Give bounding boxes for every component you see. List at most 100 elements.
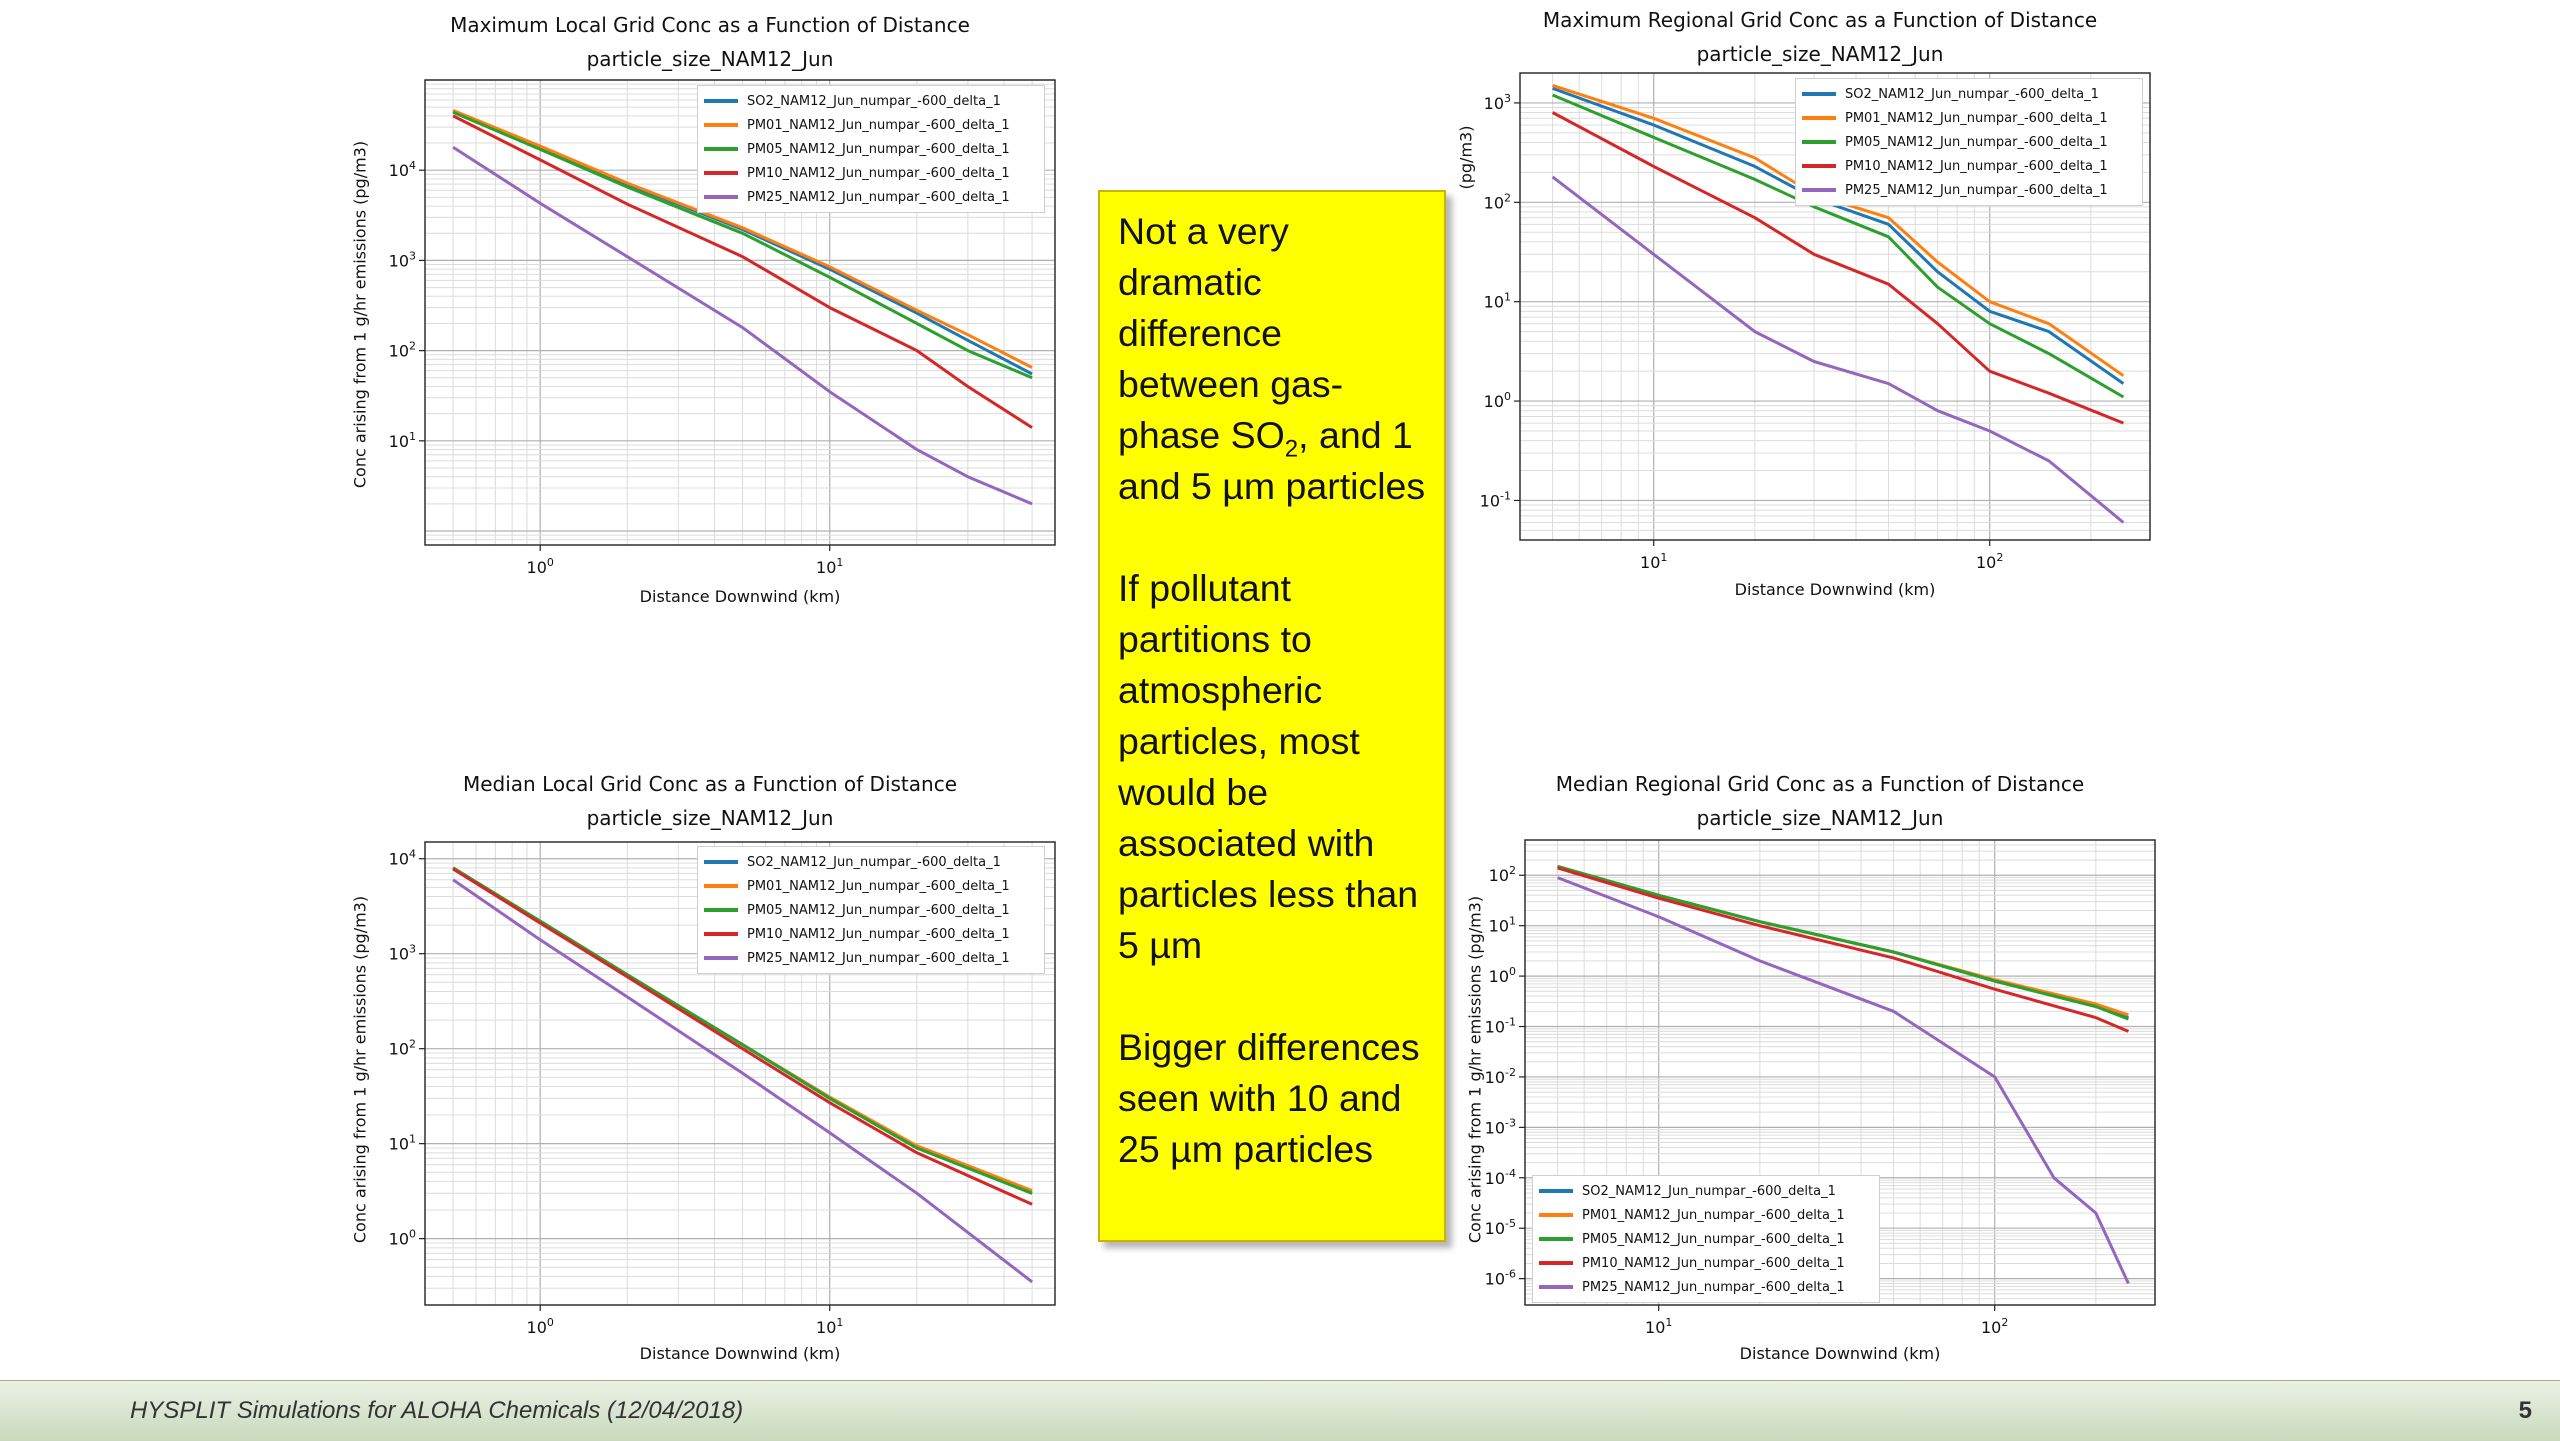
legend-label: PM01_NAM12_Jun_numpar_-600_delta_1 <box>1582 1207 1845 1223</box>
series-line <box>452 114 1033 429</box>
legend-item: PM25_NAM12_Jun_numpar_-600_delta_1 <box>1539 1275 1873 1299</box>
gridlines <box>1519 72 2151 541</box>
y-tick-label: 103 <box>389 249 416 270</box>
chart-title: Maximum Local Grid Conc as a Function of… <box>450 13 970 37</box>
series-line <box>1552 93 2125 399</box>
legend-swatch <box>704 932 738 936</box>
legend-label: SO2_NAM12_Jun_numpar_-600_delta_1 <box>1845 86 2099 102</box>
x-tick-label: 101 <box>1645 1316 1672 1337</box>
x-axis-label: Distance Downwind (km) <box>1734 580 1936 599</box>
legend-item: PM10_NAM12_Jun_numpar_-600_delta_1 <box>1802 154 2136 178</box>
y-tick-label: 10-4 <box>1485 1167 1516 1188</box>
y-tick-label: 104 <box>389 848 416 869</box>
legend-swatch <box>704 171 738 175</box>
legend-swatch <box>1802 188 1836 192</box>
legend-item: PM10_NAM12_Jun_numpar_-600_delta_1 <box>704 922 1038 946</box>
legend-label: SO2_NAM12_Jun_numpar_-600_delta_1 <box>747 93 1001 109</box>
x-tick-label: 101 <box>816 556 843 577</box>
legend-swatch <box>1539 1237 1573 1241</box>
legend-label: SO2_NAM12_Jun_numpar_-600_delta_1 <box>747 854 1001 870</box>
note-paragraph-2: If pollutant partitions to atmospheric p… <box>1118 567 1419 966</box>
chart-median-local: Median Local Grid Conc as a Function of … <box>330 770 1090 1390</box>
chart-title: Median Local Grid Conc as a Function of … <box>462 772 957 796</box>
series-line <box>452 878 1034 1284</box>
x-axis-label: Distance Downwind (km) <box>639 587 841 606</box>
y-tick-label: 10-3 <box>1485 1116 1516 1137</box>
y-tick-label: 10-1 <box>1480 489 1511 510</box>
footer-text: HYSPLIT Simulations for ALOHA Chemicals … <box>130 1397 744 1424</box>
legend-label: PM01_NAM12_Jun_numpar_-600_delta_1 <box>747 878 1010 894</box>
chart-title: Median Regional Grid Conc as a Function … <box>1555 772 2085 796</box>
series-line <box>452 867 1033 1206</box>
legend-label: PM05_NAM12_Jun_numpar_-600_delta_1 <box>747 902 1010 918</box>
chart-subtitle: particle_size_NAM12_Jun <box>1696 42 1944 66</box>
callout-note: Not a very dramatic difference between g… <box>1098 190 1446 1242</box>
legend-item: PM25_NAM12_Jun_numpar_-600_delta_1 <box>1802 178 2136 202</box>
y-tick-label: 103 <box>389 943 416 964</box>
legend-swatch <box>704 99 738 103</box>
y-tick-label: 10-1 <box>1485 1016 1516 1037</box>
series-line <box>1552 83 2125 377</box>
x-axis-label: Distance Downwind (km) <box>1739 1344 1941 1363</box>
legend-item: PM01_NAM12_Jun_numpar_-600_delta_1 <box>704 113 1038 137</box>
chart-subtitle: particle_size_NAM12_Jun <box>586 47 834 71</box>
legend-item: PM05_NAM12_Jun_numpar_-600_delta_1 <box>1802 130 2136 154</box>
y-tick-label: 10-5 <box>1485 1217 1516 1238</box>
y-tick-label: 102 <box>1484 191 1511 212</box>
axes-frame <box>1519 72 2151 541</box>
legend-item: SO2_NAM12_Jun_numpar_-600_delta_1 <box>1539 1179 1873 1203</box>
legend-swatch <box>704 908 738 912</box>
chart-subtitle: particle_size_NAM12_Jun <box>586 806 834 830</box>
y-tick-label: 102 <box>1489 864 1516 885</box>
chart-median-regional: Median Regional Grid Conc as a Function … <box>1440 770 2200 1390</box>
slide-footer: HYSPLIT Simulations for ALOHA Chemicals … <box>0 1380 2560 1441</box>
series-line <box>452 145 1033 506</box>
y-axis-label: (pg/m3) <box>1456 125 1476 190</box>
y-tick-label: 101 <box>1484 291 1511 312</box>
plot-area: 101 102 10-1 100 101 102 103 <box>1480 72 2151 572</box>
legend-swatch <box>1802 116 1836 120</box>
legend-item: PM10_NAM12_Jun_numpar_-600_delta_1 <box>1539 1251 1873 1275</box>
legend-label: PM10_NAM12_Jun_numpar_-600_delta_1 <box>1845 158 2108 174</box>
chart-title: Maximum Regional Grid Conc as a Function… <box>1542 8 2098 32</box>
legend-label: PM25_NAM12_Jun_numpar_-600_delta_1 <box>1845 182 2108 198</box>
chart-max-local: Maximum Local Grid Conc as a Function of… <box>330 5 1090 625</box>
legend-item: PM01_NAM12_Jun_numpar_-600_delta_1 <box>1539 1203 1873 1227</box>
legend-item: PM05_NAM12_Jun_numpar_-600_delta_1 <box>704 898 1038 922</box>
y-axis-label: Conc arising from 1 g/hr emissions (pg/m… <box>1465 895 1485 1244</box>
legend-swatch <box>704 956 738 960</box>
x-tick-label: 101 <box>816 1316 843 1337</box>
y-tick-label: 100 <box>1484 390 1511 411</box>
y-tick-label: 103 <box>1484 92 1511 113</box>
legend-label: PM10_NAM12_Jun_numpar_-600_delta_1 <box>1582 1255 1845 1271</box>
series-line <box>1557 866 2129 1033</box>
series-line <box>452 110 1033 380</box>
y-tick-label: 102 <box>389 340 416 361</box>
axes-frame <box>1524 839 2156 1306</box>
y-axis-label: Conc arising from 1 g/hr emissions (pg/m… <box>350 895 370 1244</box>
legend-item: SO2_NAM12_Jun_numpar_-600_delta_1 <box>704 89 1038 113</box>
legend-label: PM10_NAM12_Jun_numpar_-600_delta_1 <box>747 165 1010 181</box>
y-axis-label: Conc arising from 1 g/hr emissions (pg/m… <box>350 140 370 489</box>
legend-label: PM10_NAM12_Jun_numpar_-600_delta_1 <box>747 926 1010 942</box>
legend-item: PM05_NAM12_Jun_numpar_-600_delta_1 <box>1539 1227 1873 1251</box>
legend-item: SO2_NAM12_Jun_numpar_-600_delta_1 <box>704 850 1038 874</box>
legend-label: PM25_NAM12_Jun_numpar_-600_delta_1 <box>747 950 1010 966</box>
x-tick-label: 100 <box>527 1316 554 1337</box>
legend: SO2_NAM12_Jun_numpar_-600_delta_1 PM01_NA… <box>1795 78 2143 206</box>
note-paragraph-1: Not a very dramatic difference between g… <box>1118 210 1426 507</box>
series-line <box>1557 876 2130 1285</box>
legend-swatch <box>704 147 738 151</box>
legend-label: PM05_NAM12_Jun_numpar_-600_delta_1 <box>1582 1231 1845 1247</box>
series-line <box>1551 175 2125 524</box>
legend-label: PM25_NAM12_Jun_numpar_-600_delta_1 <box>1582 1279 1845 1295</box>
series-line <box>1557 864 2129 1021</box>
legend-swatch <box>1802 92 1836 96</box>
legend: SO2_NAM12_Jun_numpar_-600_delta_1 PM01_NA… <box>1532 1175 1880 1303</box>
y-tick-label: 10-6 <box>1485 1268 1516 1289</box>
legend-label: SO2_NAM12_Jun_numpar_-600_delta_1 <box>1582 1183 1836 1199</box>
y-tick-label: 102 <box>389 1038 416 1059</box>
legend-item: PM05_NAM12_Jun_numpar_-600_delta_1 <box>704 137 1038 161</box>
legend-swatch <box>1802 140 1836 144</box>
legend-swatch <box>1539 1213 1573 1217</box>
